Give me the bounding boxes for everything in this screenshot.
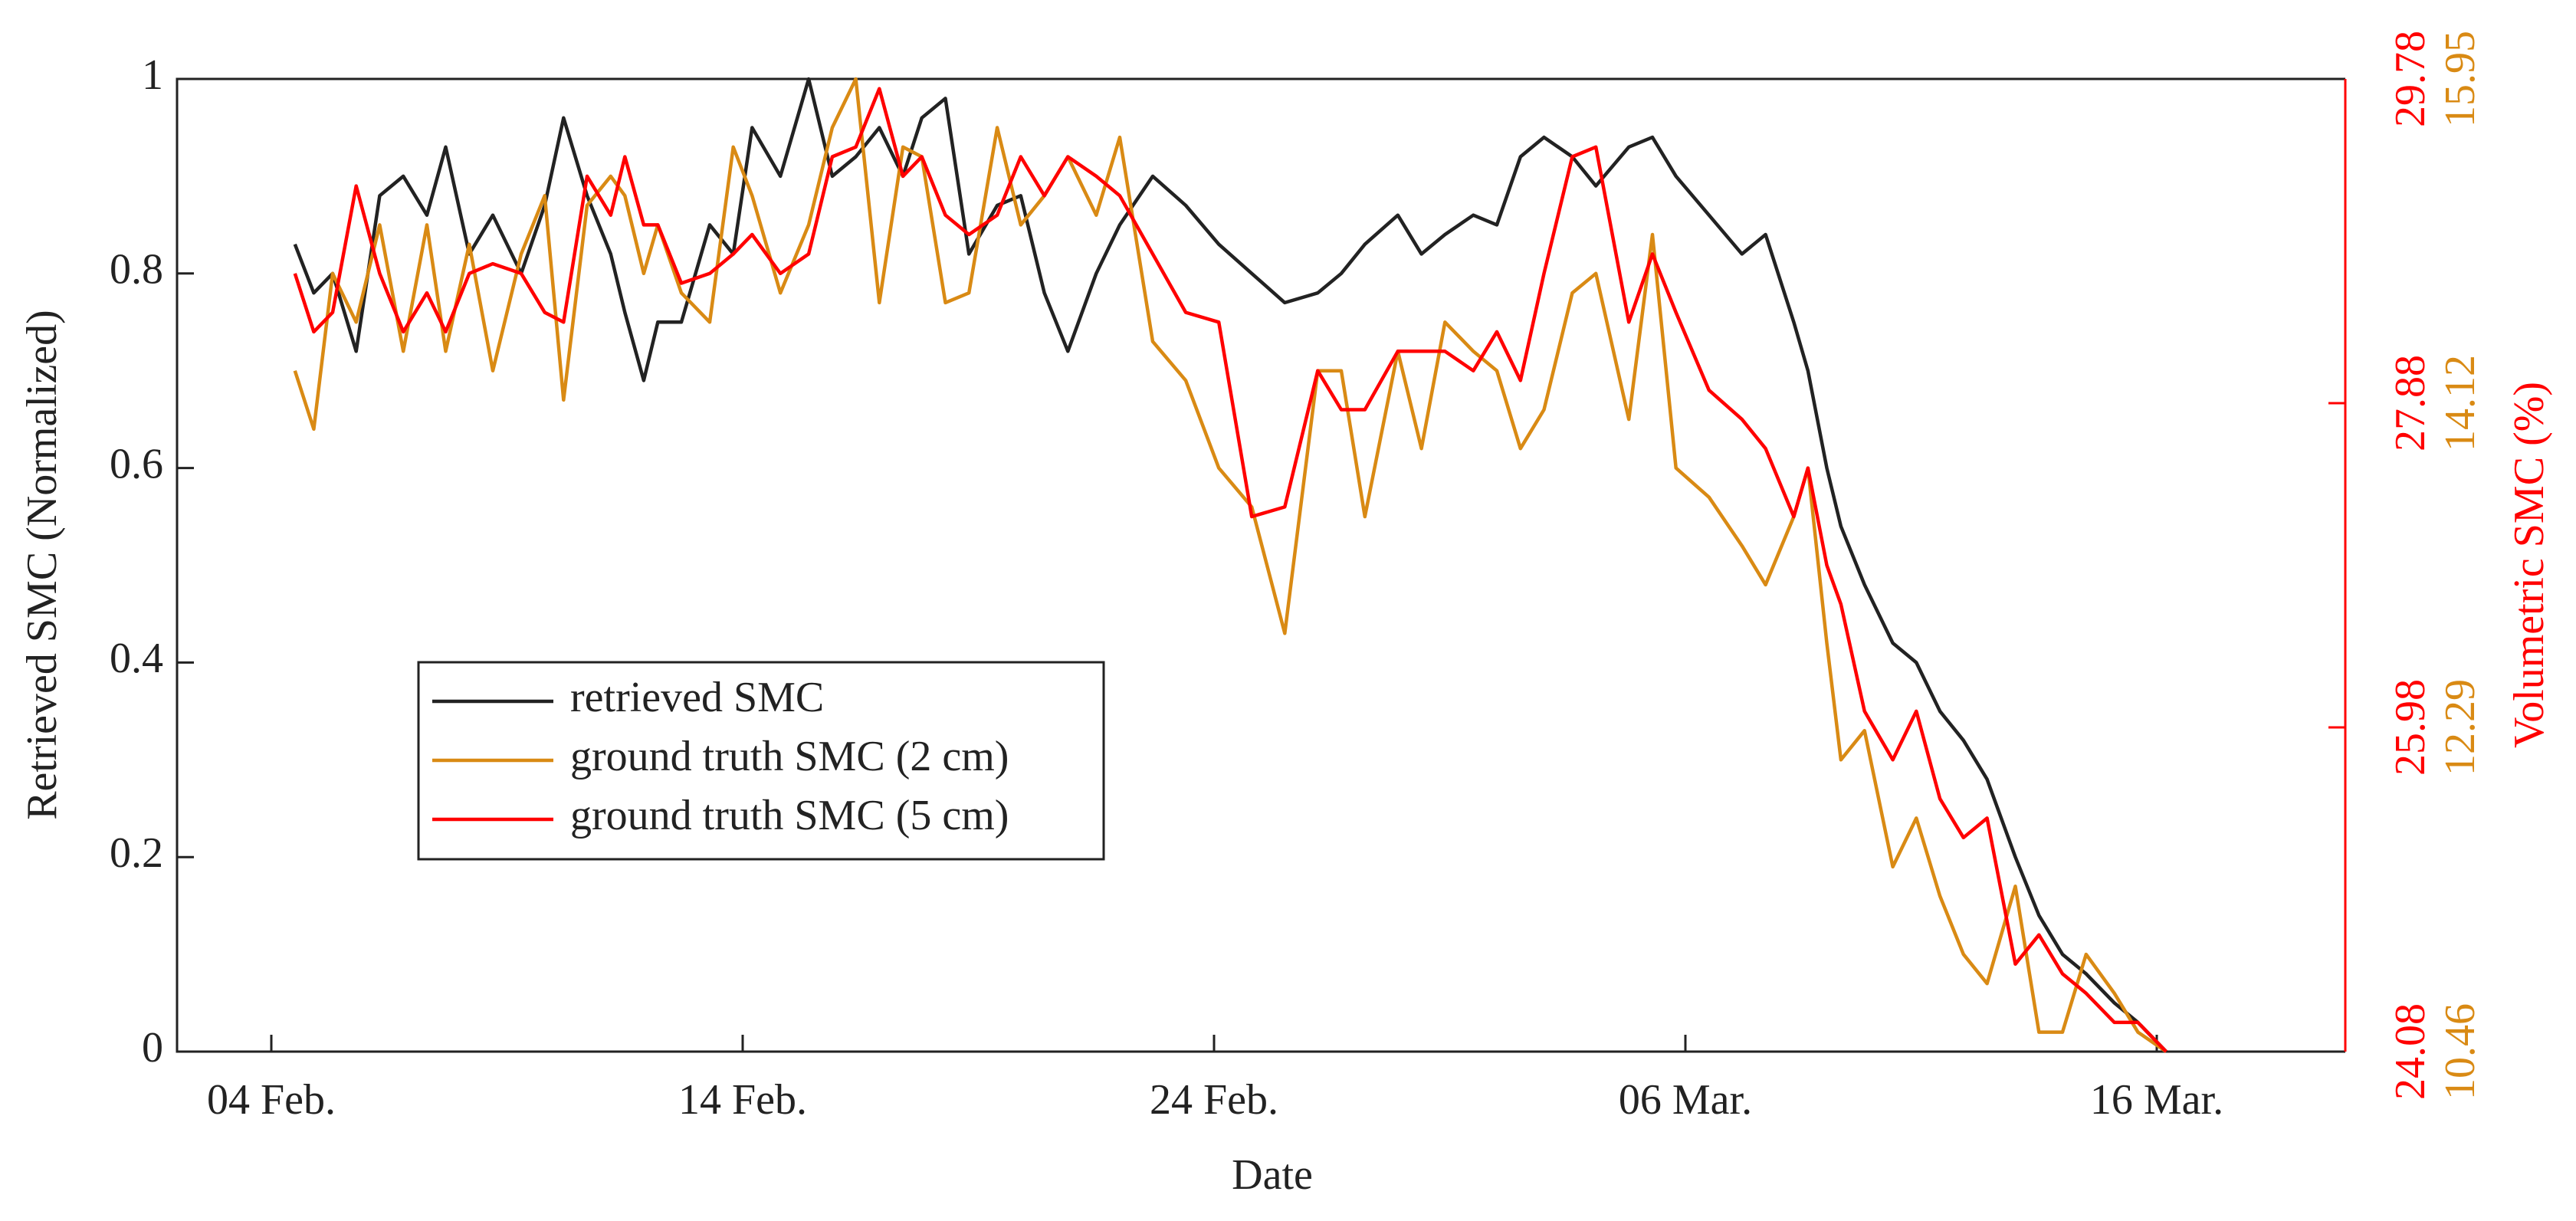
legend: retrieved SMC ground truth SMC (2 cm) grou… <box>417 661 1105 861</box>
data-line <box>293 77 2167 1053</box>
y-tick-label: 0.2 <box>110 829 163 877</box>
x-tick-label: 04 Feb. <box>207 1076 336 1124</box>
y2-axis-label: Volumetric SMC (%) <box>2505 382 2553 748</box>
y2-tick-label: 24.08 <box>2387 1003 2434 1100</box>
y-tick-label: 0.8 <box>110 246 163 294</box>
x-tick-label: 16 Mar. <box>2090 1076 2223 1124</box>
legend-label: retrieved SMC <box>570 674 824 721</box>
y2-tick-label: 25.98 <box>2387 679 2434 776</box>
y-tick-label: 0.6 <box>110 440 163 487</box>
x-tick-label: 24 Feb. <box>1150 1076 1278 1124</box>
y-tick-label: 0 <box>142 1024 163 1072</box>
y3-tick-label: 15.95 <box>2437 31 2484 127</box>
y-axis-label: Retrieved SMC (Normalized) <box>18 310 66 820</box>
legend-label: ground truth SMC (5 cm) <box>570 792 1009 839</box>
x-tick-label: 06 Mar. <box>1619 1076 1752 1124</box>
y3-tick-label: 12.29 <box>2437 679 2484 776</box>
y3-tick-label: 14.12 <box>2437 355 2484 451</box>
y3-tick-label: 10.46 <box>2437 1003 2484 1100</box>
y2-tick-label: 27.88 <box>2387 355 2434 451</box>
y-tick-label: 0.4 <box>110 635 163 682</box>
data-line <box>293 77 2167 1053</box>
axes-frame <box>176 77 2345 1053</box>
y-tick-label: 1 <box>142 51 163 99</box>
x-tick-label: 14 Feb. <box>678 1076 807 1124</box>
data-line <box>293 87 2167 1053</box>
y2-tick-label: 29.78 <box>2387 31 2434 127</box>
legend-label: ground truth SMC (2 cm) <box>570 733 1009 780</box>
x-axis-label: Date <box>1232 1151 1313 1199</box>
